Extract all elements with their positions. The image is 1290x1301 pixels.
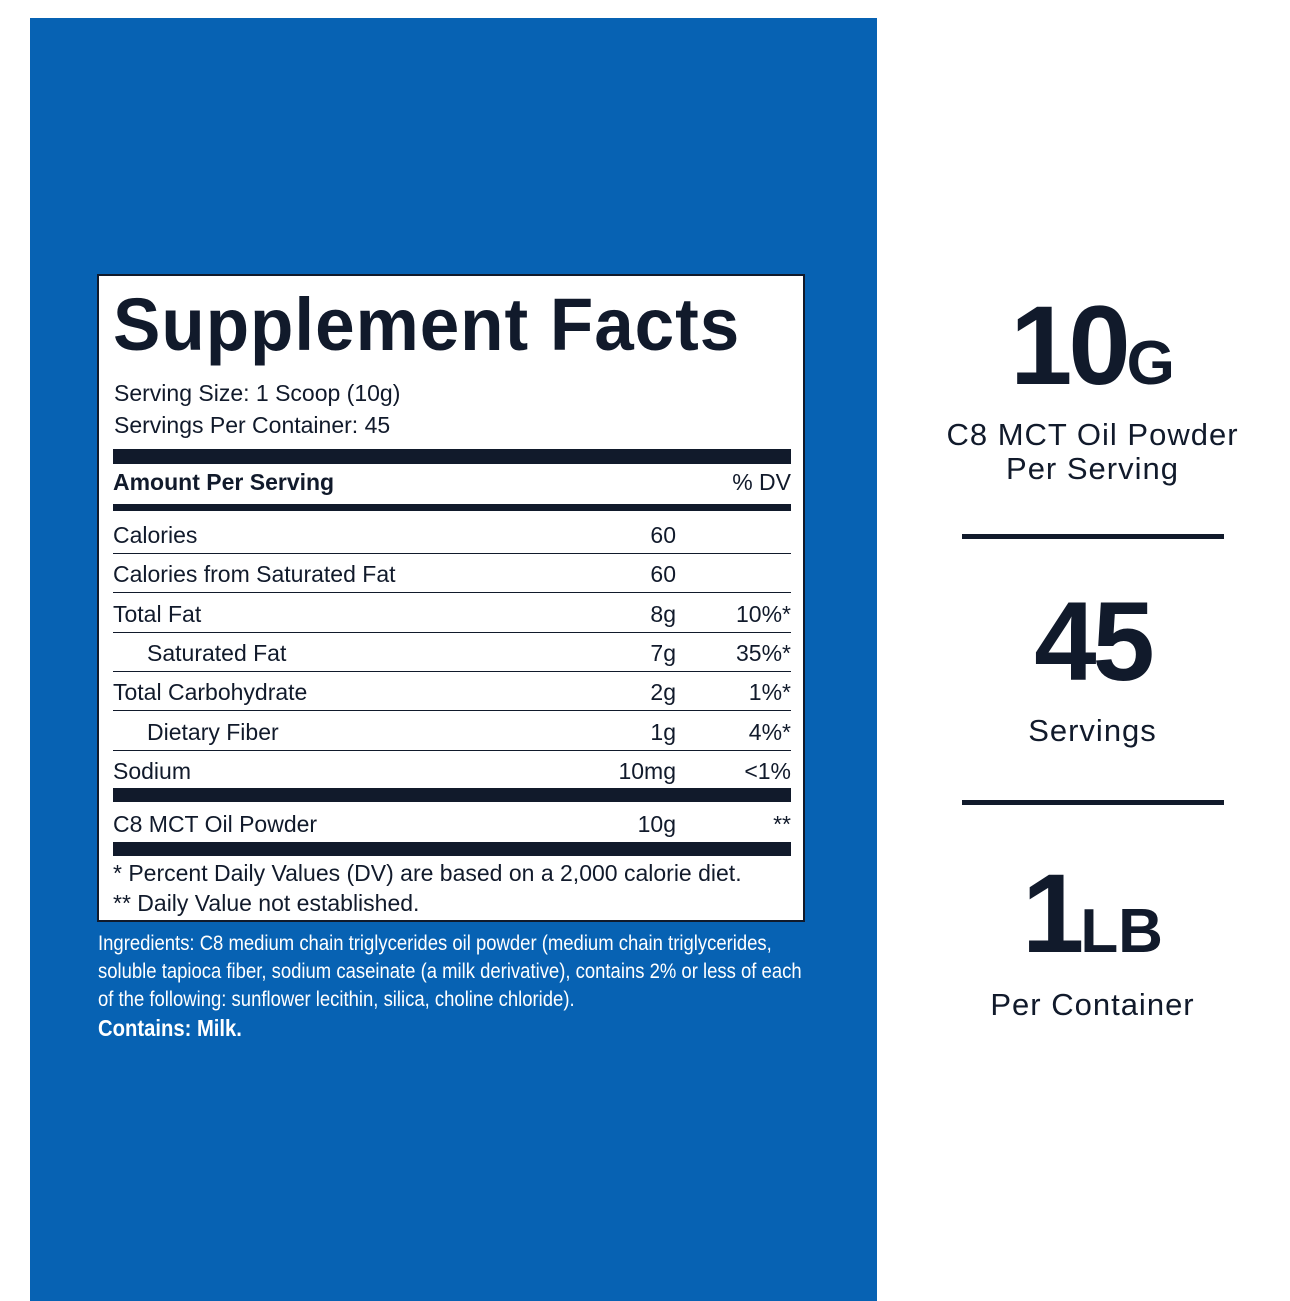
stat-label-2: Per Serving — [1006, 451, 1179, 486]
nutrient-row: Calories from Saturated Fat 60 — [113, 554, 791, 594]
row-name: Total Carbohydrate — [113, 679, 308, 706]
ingredients: Ingredients: C8 medium chain triglycerid… — [98, 930, 811, 1042]
row-amount: 1g — [650, 718, 676, 745]
amount-header: Amount Per Serving % DV — [113, 469, 791, 496]
ingredients-text: Ingredients: C8 medium chain triglycerid… — [98, 932, 802, 1011]
stat-unit: LB — [1080, 897, 1163, 966]
nutrient-row: Dietary Fiber 1g 4%* — [113, 712, 791, 751]
stat-value: 1 — [1022, 851, 1084, 976]
divider — [962, 534, 1224, 539]
row-dv: 1%* — [748, 679, 791, 706]
stat-value: 10 — [1010, 283, 1131, 408]
nutrient-row: Calories 60 — [113, 515, 791, 554]
stat-servings: 45 Servings — [940, 586, 1245, 748]
stat-container: 1LB Per Container — [940, 858, 1245, 1022]
row-name: Sodium — [113, 757, 191, 784]
nutrient-row: Total Fat 8g 10%* — [113, 594, 791, 633]
row-amount: 60 — [650, 561, 676, 588]
dv-header: % DV — [732, 469, 791, 495]
row-dv: 35%* — [736, 639, 791, 666]
label-title: Supplement Facts — [113, 283, 741, 366]
row-name: Dietary Fiber — [147, 718, 279, 745]
footnote-not-established: ** Daily Value not established. — [113, 890, 420, 916]
row-name: Total Fat — [113, 600, 202, 627]
footnote-dv: * Percent Daily Values (DV) are based on… — [113, 860, 742, 886]
stat-label: Servings — [1028, 713, 1157, 748]
row-amount: 7g — [650, 639, 676, 666]
amount-per-serving: Amount Per Serving — [113, 469, 335, 495]
stat-unit: G — [1126, 329, 1175, 398]
row-dv: ** — [773, 811, 791, 837]
row-name: Calories — [113, 522, 198, 548]
row-dv: <1% — [744, 757, 791, 784]
row-dv: 4%* — [748, 718, 791, 745]
stat-serving: 10G C8 MCT Oil Powder Per Serving — [940, 290, 1245, 486]
row-amount: 8g — [650, 600, 676, 627]
ingredient-row: C8 MCT Oil Powder 10g ** — [113, 804, 791, 843]
servings-per-container: Servings Per Container: 45 — [114, 412, 391, 438]
row-dv: 10%* — [736, 600, 791, 627]
row-name: Calories from Saturated Fat — [113, 561, 396, 588]
nutrient-row: Total Carbohydrate 2g 1%* — [113, 672, 791, 712]
supplement-facts-label: Supplement Facts Serving Size: 1 Scoop (… — [97, 274, 805, 922]
stat-label: C8 MCT Oil Powder — [946, 417, 1239, 452]
row-amount: 10g — [637, 811, 676, 837]
row-name: C8 MCT Oil Powder — [113, 811, 318, 837]
row-amount: 10mg — [618, 757, 676, 784]
allergen-text: Contains: Milk. — [98, 1015, 242, 1041]
row-amount: 2g — [650, 679, 676, 706]
nutrient-row: Saturated Fat 7g 35%* — [113, 633, 791, 672]
divider — [962, 800, 1224, 805]
row-amount: 60 — [650, 522, 676, 548]
serving-size: Serving Size: 1 Scoop (10g) — [114, 380, 401, 406]
row-name: Saturated Fat — [147, 639, 287, 666]
divider — [113, 504, 791, 511]
thick-divider — [113, 788, 791, 802]
thick-divider — [113, 449, 791, 464]
thick-divider — [113, 842, 791, 856]
nutrient-row: Sodium 10mg <1% — [113, 751, 791, 790]
stat-value: 45 — [1034, 579, 1155, 704]
stat-label: Per Container — [990, 987, 1195, 1022]
